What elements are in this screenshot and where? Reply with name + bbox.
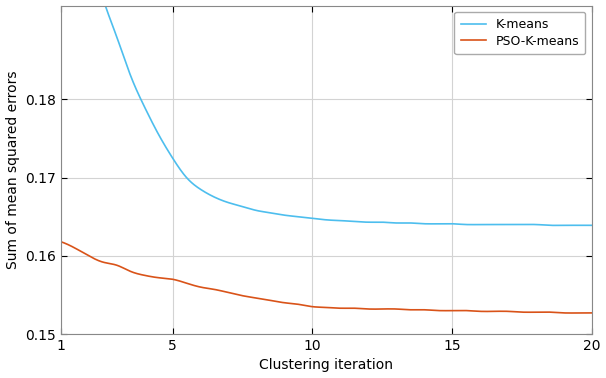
PSO-K-means [57, 240, 64, 244]
K-means [422, 222, 429, 226]
PSO-K-means [471, 309, 478, 313]
PSO-K-means [481, 309, 488, 314]
K-means [291, 214, 298, 218]
PSO-K-means [566, 311, 573, 315]
PSO-K-means [291, 302, 298, 306]
Line: K-means: K-means [61, 0, 591, 225]
Y-axis label: Sum of mean squared errors: Sum of mean squared errors [5, 71, 19, 269]
K-means [272, 211, 279, 216]
PSO-K-means [588, 311, 595, 315]
X-axis label: Clustering iteration: Clustering iteration [259, 358, 393, 372]
PSO-K-means [112, 262, 119, 267]
PSO-K-means [272, 299, 279, 304]
Legend: K-means, PSO-K-means: K-means, PSO-K-means [454, 12, 585, 54]
PSO-K-means [422, 308, 429, 312]
K-means [481, 222, 488, 227]
K-means [551, 223, 559, 228]
Line: PSO-K-means: PSO-K-means [61, 242, 591, 313]
K-means [112, 30, 119, 34]
K-means [588, 223, 595, 228]
K-means [471, 222, 478, 227]
